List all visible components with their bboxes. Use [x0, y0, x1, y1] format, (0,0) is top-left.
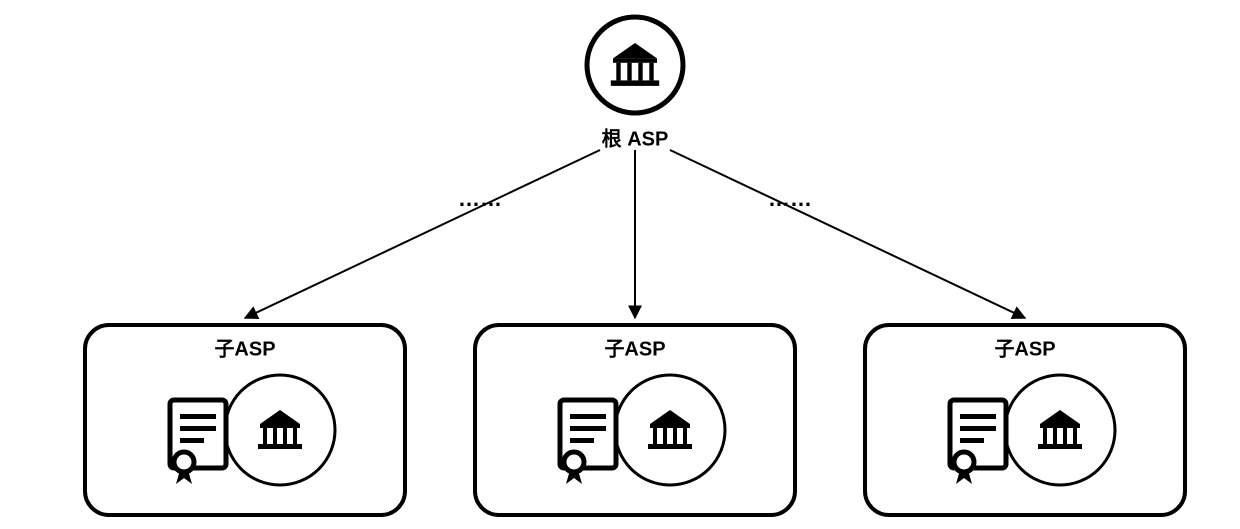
- child-asp-node: 子ASP: [865, 325, 1185, 515]
- child-asp-label: 子ASP: [604, 338, 665, 360]
- child-asp-label: 子ASP: [214, 338, 275, 360]
- child-asp-node: 子ASP: [85, 325, 405, 515]
- child-asp-label: 子ASP: [994, 338, 1055, 360]
- ellipsis: ……: [458, 186, 502, 211]
- child-asp-node: 子ASP: [475, 325, 795, 515]
- ellipsis: ……: [768, 186, 812, 211]
- hierarchy-arrow: [245, 150, 600, 318]
- hierarchy-arrow: [670, 150, 1025, 318]
- root-asp-label: 根 ASP: [602, 126, 669, 150]
- root-asp-node: 根 ASP: [587, 17, 683, 150]
- asp-hierarchy-diagram: 根 ASP …… …… 子ASP 子ASP 子ASP: [0, 0, 1240, 529]
